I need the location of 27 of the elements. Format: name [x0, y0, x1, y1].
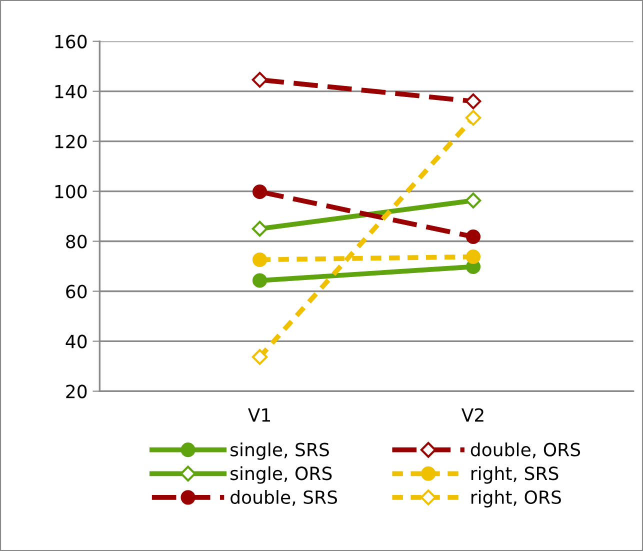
point	[465, 192, 482, 208]
point	[252, 252, 268, 268]
y-tick-label: 140	[55, 84, 87, 98]
y-tick-label: 60	[66, 284, 87, 298]
y-tick-label: 80	[66, 234, 87, 248]
point	[465, 93, 482, 110]
legend-label: single, SRS	[230, 442, 329, 460]
y-tick-label: 120	[55, 134, 87, 148]
point	[465, 110, 482, 126]
point	[252, 72, 268, 88]
x-tick-label: V1	[248, 408, 270, 422]
x-tick-label: V2	[461, 408, 484, 422]
point	[252, 184, 268, 200]
point	[466, 249, 481, 264]
legend-label: double, ORS	[470, 442, 580, 458]
y-tick-label: 20	[66, 384, 87, 398]
y-tick-label: 160	[55, 34, 87, 48]
point	[466, 229, 481, 244]
legend-label: double, SRS	[230, 490, 338, 506]
legend-label: single, ORS	[230, 466, 332, 484]
legend-label: right, ORS	[471, 490, 561, 508]
legend-label: right, SRS	[471, 466, 558, 484]
point	[252, 220, 268, 237]
point	[252, 273, 268, 288]
y-tick-label: 40	[66, 334, 87, 348]
point	[252, 349, 268, 365]
y-tick-label: 100	[55, 184, 87, 198]
